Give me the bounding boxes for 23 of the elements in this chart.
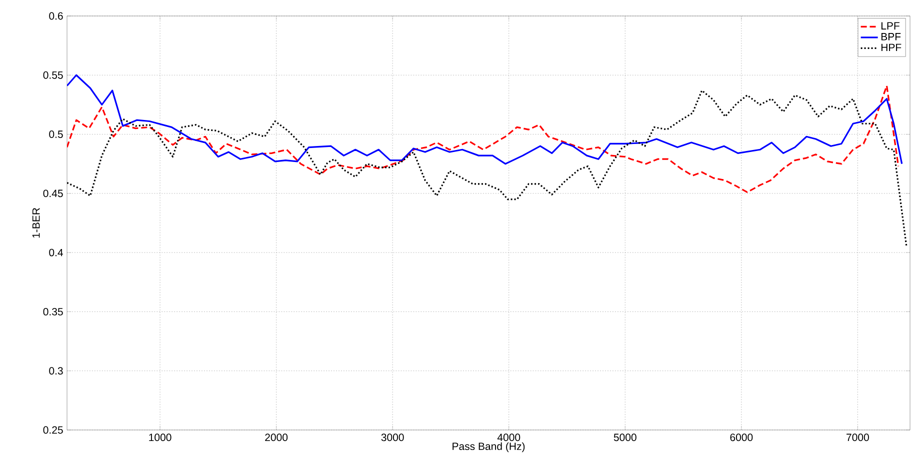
x-tick-label: 3000	[381, 434, 404, 442]
line-series	[67, 74, 903, 165]
x-tick-label: 2000	[265, 434, 288, 442]
x-tick-label: 1000	[149, 434, 172, 442]
y-tick-label: 0.5	[49, 130, 63, 138]
y-axis-title: 1-BER	[32, 208, 40, 238]
y-tick-label: 0.25	[43, 426, 63, 434]
x-tick-label: 7000	[846, 434, 869, 442]
x-tick-label: 5000	[614, 434, 636, 442]
y-tick-label: 0.45	[43, 190, 63, 198]
line-series	[67, 90, 908, 248]
legend-label: BPF	[881, 33, 901, 40]
legend-label: LPF	[881, 22, 900, 30]
y-tick-label: 0.3	[49, 367, 63, 375]
y-tick-label: 0.6	[49, 12, 63, 20]
x-tick-label: 4000	[497, 434, 520, 442]
x-axis-title: Pass Band (Hz)	[452, 442, 525, 452]
legend-label: HPF	[881, 44, 902, 52]
y-tick-label: 0.55	[43, 71, 63, 79]
line-series	[67, 84, 900, 194]
x-tick-label: 6000	[730, 434, 753, 442]
y-tick-label: 0.4	[49, 248, 64, 256]
y-tick-label: 0.35	[43, 308, 63, 316]
